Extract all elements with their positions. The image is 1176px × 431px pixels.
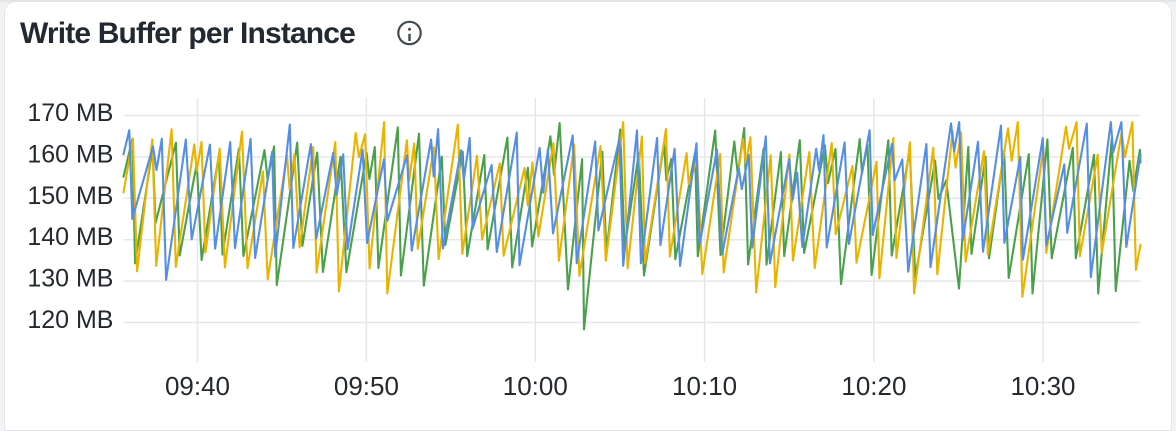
svg-text:120 MB: 120 MB (27, 306, 113, 334)
svg-text:09:50: 09:50 (334, 371, 399, 401)
svg-text:140 MB: 140 MB (27, 223, 113, 251)
svg-text:160 MB: 160 MB (27, 140, 113, 168)
svg-text:10:30: 10:30 (1010, 371, 1075, 401)
svg-text:10:00: 10:00 (503, 371, 568, 401)
svg-text:130 MB: 130 MB (27, 265, 113, 293)
svg-text:150 MB: 150 MB (27, 182, 113, 210)
svg-text:09:40: 09:40 (165, 371, 230, 401)
svg-text:10:10: 10:10 (672, 371, 737, 401)
svg-text:170 MB: 170 MB (27, 99, 113, 127)
svg-text:10:20: 10:20 (841, 371, 906, 401)
